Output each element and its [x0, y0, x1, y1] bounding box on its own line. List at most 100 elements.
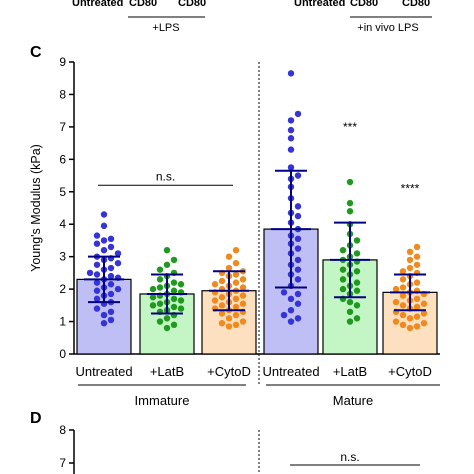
data-point	[287, 146, 295, 153]
data-point	[399, 292, 407, 299]
data-point	[232, 271, 240, 278]
data-point	[107, 290, 115, 298]
data-point	[339, 276, 347, 283]
category-label: Untreated	[75, 364, 132, 379]
data-point	[107, 235, 115, 243]
data-point	[232, 259, 240, 267]
category-label: +CytoD	[207, 364, 251, 379]
data-point	[339, 285, 347, 293]
group-label: Mature	[333, 393, 373, 408]
data-point	[399, 284, 407, 291]
data-point	[232, 303, 240, 311]
data-point	[225, 315, 233, 322]
data-point	[100, 222, 108, 230]
data-point	[163, 324, 171, 332]
data-point	[339, 246, 347, 254]
data-point	[163, 315, 171, 322]
data-point	[149, 294, 157, 301]
data-point	[420, 319, 428, 327]
y-tick-label: 0	[59, 347, 66, 361]
data-point	[93, 271, 101, 278]
data-point	[420, 310, 428, 317]
data-point	[170, 256, 178, 264]
data-point	[107, 281, 115, 288]
data-point	[225, 323, 233, 330]
data-point	[170, 303, 178, 311]
fragment-left-cd80: CD80	[129, 0, 157, 9]
data-point	[413, 279, 421, 286]
data-point	[353, 268, 361, 275]
data-point	[413, 243, 421, 251]
data-point	[100, 237, 108, 244]
data-point	[353, 279, 361, 286]
data-point	[346, 178, 354, 186]
data-point	[353, 287, 361, 294]
data-point	[170, 279, 178, 286]
data-point	[225, 253, 233, 260]
data-point	[406, 324, 414, 332]
data-point	[177, 281, 185, 288]
data-point	[218, 319, 226, 327]
data-point	[294, 266, 302, 273]
data-point	[93, 287, 101, 294]
y-tick-label: 3	[59, 250, 66, 264]
data-point	[239, 292, 247, 299]
panel-c-label: C	[30, 44, 42, 61]
data-point	[156, 276, 164, 283]
data-point	[156, 266, 164, 273]
data-point	[399, 276, 407, 283]
data-point	[346, 208, 354, 215]
panel-d-annotation: n.s.	[340, 450, 359, 464]
data-point	[287, 70, 295, 77]
fragment-left-lps: +LPS	[152, 22, 179, 34]
data-point	[294, 256, 302, 264]
data-point	[239, 318, 247, 325]
data-point	[239, 284, 247, 291]
data-point	[93, 261, 101, 268]
panel-d-fragment: 8 7 n.s.	[59, 423, 420, 474]
data-point	[218, 294, 226, 301]
data-point	[287, 318, 295, 325]
category-label: +LatB	[333, 364, 367, 379]
y-tick-label: 2	[59, 282, 66, 296]
data-point	[86, 269, 94, 277]
data-point	[406, 264, 414, 272]
data-point	[294, 245, 302, 252]
data-point	[211, 297, 219, 304]
data-point	[93, 232, 101, 239]
data-point	[294, 172, 302, 179]
data-point	[413, 303, 421, 311]
data-point	[107, 272, 115, 280]
significance-label: ***	[343, 120, 357, 134]
data-point	[406, 256, 414, 264]
y-axis-label: Young's Modulus (kPa)	[29, 144, 43, 272]
data-point	[239, 300, 247, 307]
y-tick-label: 9	[59, 55, 66, 69]
data-point	[114, 285, 122, 293]
data-point	[294, 276, 302, 283]
data-point	[346, 318, 354, 325]
data-point	[218, 302, 226, 309]
data-point	[392, 285, 400, 293]
data-point	[177, 305, 185, 312]
data-point	[294, 212, 302, 220]
data-point	[353, 302, 361, 309]
data-point	[294, 300, 302, 307]
data-point	[353, 237, 361, 244]
data-point	[294, 290, 302, 298]
data-point	[413, 253, 421, 260]
data-point	[156, 318, 164, 325]
data-point	[177, 297, 185, 304]
data-point	[225, 264, 233, 272]
data-point	[339, 266, 347, 273]
panel-d-label: D	[30, 410, 42, 427]
data-point	[100, 311, 108, 319]
data-point	[294, 315, 302, 322]
data-point	[406, 248, 414, 255]
data-point	[399, 268, 407, 275]
y-tick-label: 1	[59, 315, 66, 329]
data-point	[399, 311, 407, 319]
data-point	[287, 135, 295, 142]
data-point	[114, 259, 122, 267]
